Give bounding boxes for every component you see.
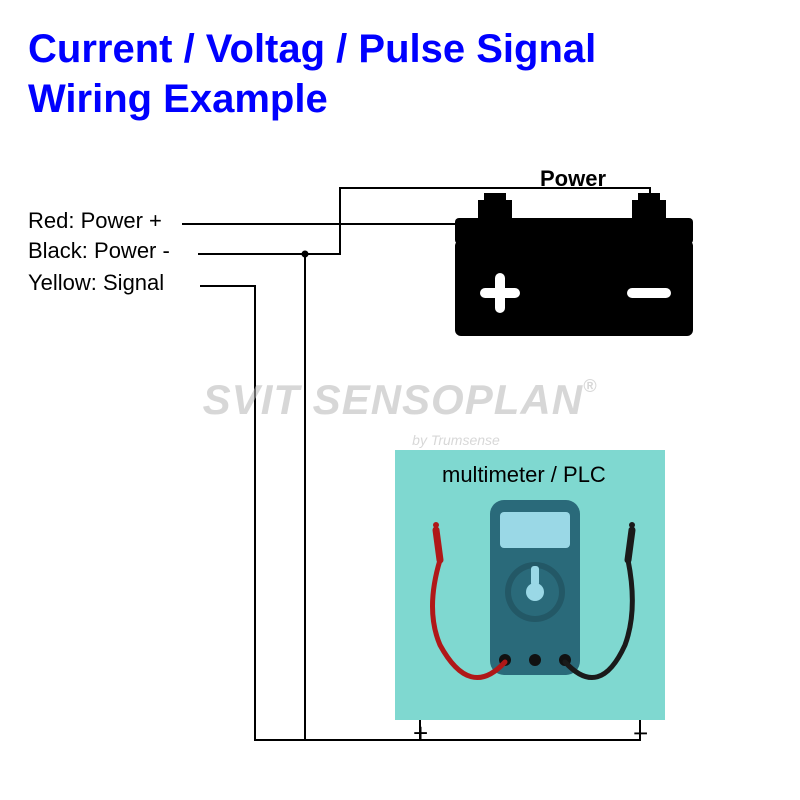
wire-red <box>182 210 495 224</box>
battery-icon <box>455 193 693 336</box>
wiring-diagram <box>0 0 800 800</box>
watermark-sub: by Trumsense <box>412 432 500 448</box>
multimeter-plus-sign: + <box>413 718 428 749</box>
wire-junction <box>303 252 308 257</box>
multimeter-icon <box>433 500 636 678</box>
wire-yellow <box>200 286 420 740</box>
multimeter-minus-sign: − <box>633 718 648 749</box>
